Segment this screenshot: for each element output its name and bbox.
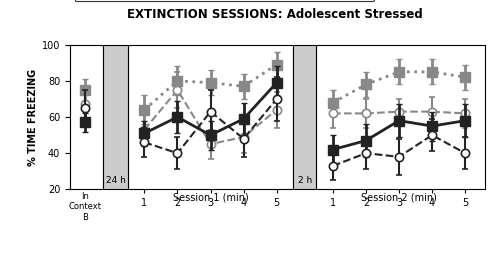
Text: Session 2 (min): Session 2 (min) bbox=[361, 192, 437, 202]
Bar bbox=[293, 45, 316, 189]
Text: 2 h: 2 h bbox=[298, 176, 312, 185]
Y-axis label: % TIME FREEZING: % TIME FREEZING bbox=[28, 68, 38, 166]
Text: 24 h: 24 h bbox=[106, 176, 126, 185]
Text: In
Context
B: In Context B bbox=[68, 192, 102, 222]
Text: Session 1 (min): Session 1 (min) bbox=[172, 192, 248, 202]
Bar bbox=[103, 45, 128, 189]
Legend: CTL, SS, Tested in adolescence, CTL, SS, Tested in adulthood: CTL, SS, Tested in adolescence, CTL, SS,… bbox=[74, 0, 374, 2]
Text: EXTINCTION SESSIONS: Adolescent Stressed: EXTINCTION SESSIONS: Adolescent Stressed bbox=[127, 8, 423, 21]
